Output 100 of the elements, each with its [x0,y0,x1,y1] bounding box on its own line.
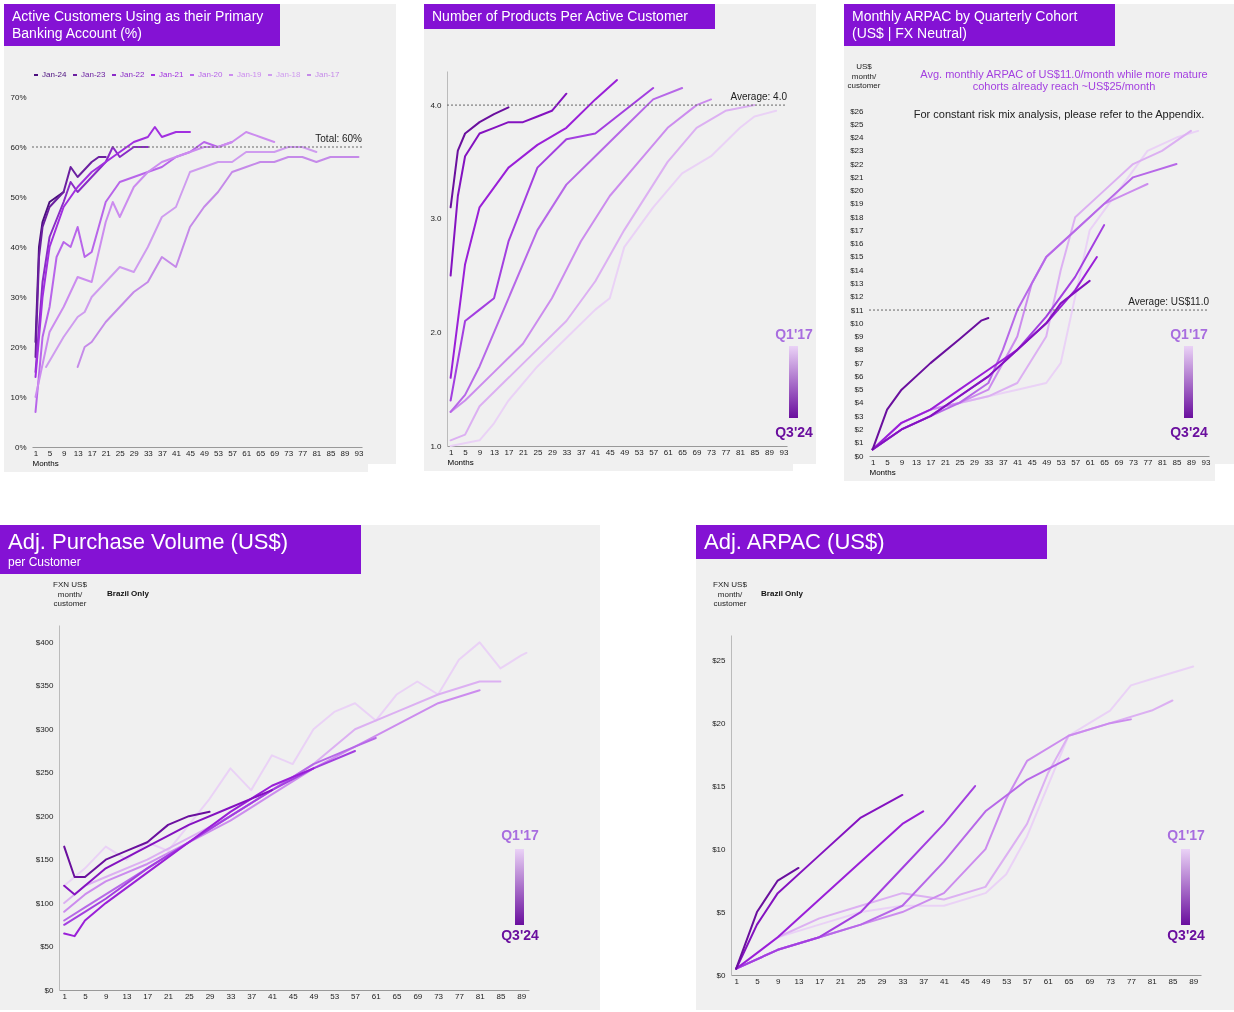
x-tick-label: 29 [129,448,140,458]
annotation: Q1'17 [1166,827,1206,843]
legend-label: Jan-18 [276,70,302,79]
x-tick-label: 41 [1013,457,1023,467]
legend-label: Jan-21 [159,70,185,79]
x-tick-label: 93 [1201,457,1211,467]
x-tick-label: 25 [115,448,126,458]
x-tick-label: 65 [392,991,403,1001]
x-tick-label: 81 [736,447,746,457]
x-axis-title: Months [32,458,59,468]
x-tick-label: 5 [755,976,761,986]
x-tick-label: 25 [184,991,195,1001]
y-tick-label: 10% [10,392,27,402]
chart-title: Active Customers Using as their Primary Banking Account (%) [12,8,265,42]
x-tick-label: 33 [984,457,994,467]
x-tick-label: 41 [171,448,182,458]
y-tick-label: $17 [850,225,865,235]
x-tick-label: 61 [1085,457,1096,467]
x-tick-label: 61 [242,448,252,458]
y-tick-label: $10 [712,844,727,854]
y-tick-label: $26 [850,106,865,116]
x-tick-label: 73 [1129,457,1139,467]
x-tick-label: 85 [1168,976,1178,986]
x-tick-label: 5 [83,991,89,1001]
x-tick-label: 17 [815,976,825,986]
y-tick-label: 40% [10,242,27,252]
x-tick-label: 81 [1147,976,1158,986]
x-tick-label: 25 [533,447,543,457]
y-tick-label: $2 [854,424,865,434]
x-tick-label: 33 [143,448,154,458]
x-tick-label: 49 [309,991,319,1001]
ref-line-label: Average: 4.0 [730,91,788,103]
x-tick-label: 9 [104,991,110,1001]
y-axis-title: FXN US$ month/ customer [52,580,88,609]
x-tick-label: 37 [576,447,587,457]
x-tick-label: 85 [750,447,760,457]
y-tick-label: $24 [850,133,865,143]
x-tick-label: 69 [270,448,280,458]
x-tick-label: 1 [734,976,740,986]
y-tick-label: 20% [10,342,27,352]
x-tick-label: 89 [517,991,527,1001]
x-tick-label: 49 [620,447,630,457]
x-axis-title: Months [447,457,474,467]
legend-label: Jan-19 [237,70,263,79]
y-tick-label: $0 [716,970,727,980]
y-tick-label: $23 [850,146,865,156]
x-tick-label: 69 [1114,457,1125,467]
y-tick-label: $22 [850,159,865,169]
y-tick-label: $400 [35,637,55,647]
x-tick-label: 73 [1106,976,1116,986]
x-tick-label: 57 [649,447,659,457]
x-tick-label: 49 [1042,457,1052,467]
y-tick-label: $5 [854,385,865,395]
ref-line-label: Average: US$11.0 [1128,296,1210,308]
y-tick-label: $150 [35,855,55,865]
x-tick-label: 5 [47,448,53,458]
x-tick-label: 89 [1189,976,1199,986]
y-tick-label: 0% [14,442,27,452]
y-tick-label: 30% [10,292,27,302]
y-tick-label: $14 [850,265,865,275]
x-tick-label: 9 [776,976,782,986]
x-tick-label: 21 [519,447,529,457]
x-tick-label: 73 [434,991,444,1001]
x-tick-label: 53 [1056,457,1067,467]
ref-line-label: Total: 60% [315,133,363,144]
x-tick-label: 77 [721,447,732,457]
y-tick-label: 70% [10,92,27,102]
x-tick-label: 17 [504,447,514,457]
x-tick-label: 1 [448,447,454,457]
x-tick-label: 29 [969,457,980,467]
legend-label: Jan-23 [81,70,107,79]
x-tick-label: 1 [870,457,876,467]
y-tick-label: $20 [712,718,727,728]
x-tick-label: 9 [899,457,905,467]
y-tick-label: $20 [850,186,865,196]
x-tick-label: 73 [707,447,717,457]
x-tick-label: 25 [856,976,867,986]
x-tick-label: 65 [256,448,266,458]
y-tick-label: 2.0 [430,327,443,337]
x-tick-label: 21 [836,976,846,986]
annotation: Q3'24 [774,424,814,440]
y-tick-label: $3 [854,411,865,421]
x-tick-label: 33 [226,991,236,1001]
y-tick-label: $350 [35,681,55,691]
y-tick-label: 4.0 [430,100,443,110]
x-tick-label: 41 [267,991,278,1001]
y-tick-label: $250 [35,768,55,778]
x-tick-label: 69 [413,991,423,1001]
text: Brazil Only [760,589,804,598]
y-tick-label: 50% [10,192,27,202]
y-tick-label: $12 [850,292,865,302]
text: Brazil Only [106,589,150,598]
y-tick-label: $5 [716,907,727,917]
x-tick-label: 5 [885,457,891,467]
x-tick-label: 77 [1126,976,1137,986]
x-tick-label: 25 [955,457,965,467]
annotation: Q1'17 [774,326,814,342]
x-tick-label: 89 [1186,457,1197,467]
y-tick-label: 60% [10,142,27,152]
x-tick-label: 69 [1085,976,1095,986]
